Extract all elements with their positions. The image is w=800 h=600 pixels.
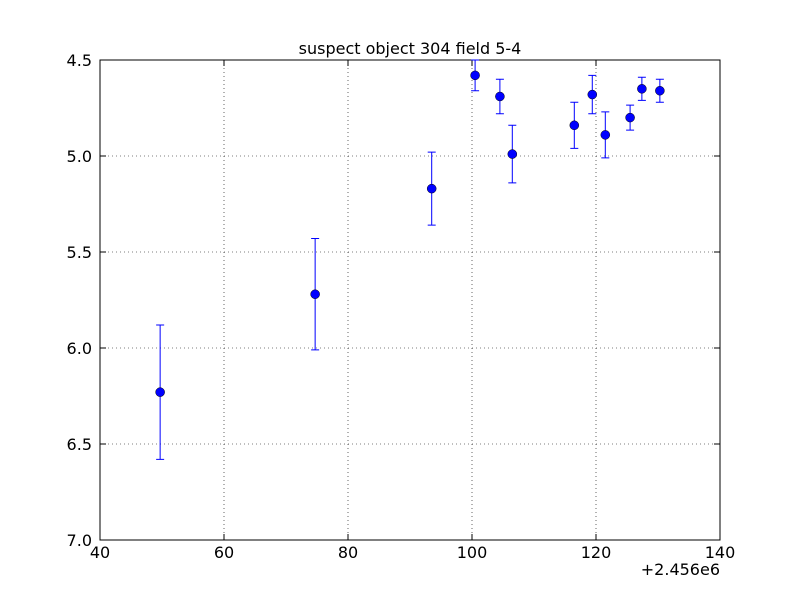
- x-tick-label: 60: [214, 543, 234, 562]
- x-tick-label: 140: [705, 543, 736, 562]
- x-offset-label: +2.456e6: [641, 560, 720, 579]
- data-point: [625, 112, 635, 123]
- x-tick-label: 40: [90, 543, 110, 562]
- data-point: [507, 149, 518, 159]
- y-tick-label: 7.0: [67, 531, 92, 550]
- data-point: [495, 91, 505, 102]
- data-point: [637, 84, 647, 94]
- x-tick-label: 120: [581, 543, 612, 562]
- data-point: [426, 183, 437, 194]
- data-point: [587, 89, 598, 100]
- y-tick-label: 4.5: [67, 51, 92, 70]
- x-tick-label: 100: [457, 543, 488, 562]
- data-point: [470, 70, 480, 81]
- y-tick-label: 6.5: [67, 435, 92, 454]
- data-point: [600, 130, 611, 140]
- plot-frame: [99, 59, 721, 541]
- data-point: [310, 289, 320, 299]
- data-point: [155, 387, 165, 397]
- y-tick-label: 6.0: [67, 339, 92, 358]
- data-point: [569, 120, 580, 131]
- y-tick-label: 5.5: [67, 243, 92, 262]
- chart-title: suspect object 304 field 5-4: [299, 39, 522, 58]
- y-tick-label: 5.0: [67, 147, 92, 166]
- x-tick-label: 80: [338, 543, 358, 562]
- data-point: [655, 85, 665, 96]
